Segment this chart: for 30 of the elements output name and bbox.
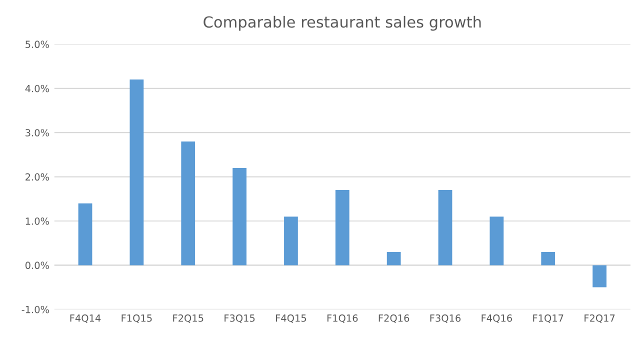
bar xyxy=(541,252,556,266)
bar xyxy=(78,203,92,266)
bar xyxy=(232,168,246,266)
x-tick-label: F2Q15 xyxy=(173,314,204,323)
x-tick-label: F2Q17 xyxy=(584,314,615,323)
bar xyxy=(438,190,452,266)
y-tick-label: 5.0% xyxy=(26,40,50,48)
x-tick-label: F1Q15 xyxy=(122,314,152,323)
bar xyxy=(490,216,504,266)
x-tick-label: F3Q15 xyxy=(224,314,255,323)
x-tick-label: F4Q15 xyxy=(276,314,306,323)
y-tick-label: 1.0% xyxy=(26,217,50,225)
chart-title: Comparable restaurant sales growth xyxy=(204,16,481,31)
bar xyxy=(181,141,196,266)
y-tick-label: -1.0% xyxy=(22,306,50,314)
x-tick-label: F1Q16 xyxy=(327,314,358,323)
bar xyxy=(284,216,298,266)
bar xyxy=(130,80,144,266)
x-tick-label: F3Q16 xyxy=(430,314,461,323)
y-tick-label: 0.0% xyxy=(25,262,50,270)
y-tick-label: 4.0% xyxy=(25,84,50,92)
x-tick-label: F4Q14 xyxy=(70,314,101,323)
bar xyxy=(592,265,606,288)
y-tick-label: 3.0% xyxy=(26,129,50,136)
x-tick-label: F4Q16 xyxy=(482,314,512,323)
x-tick-label: F2Q16 xyxy=(378,314,410,323)
bar xyxy=(335,190,350,266)
y-tick-label: 2.0% xyxy=(26,173,50,181)
x-tick-label: F1Q17 xyxy=(533,314,564,323)
bar xyxy=(386,252,401,266)
